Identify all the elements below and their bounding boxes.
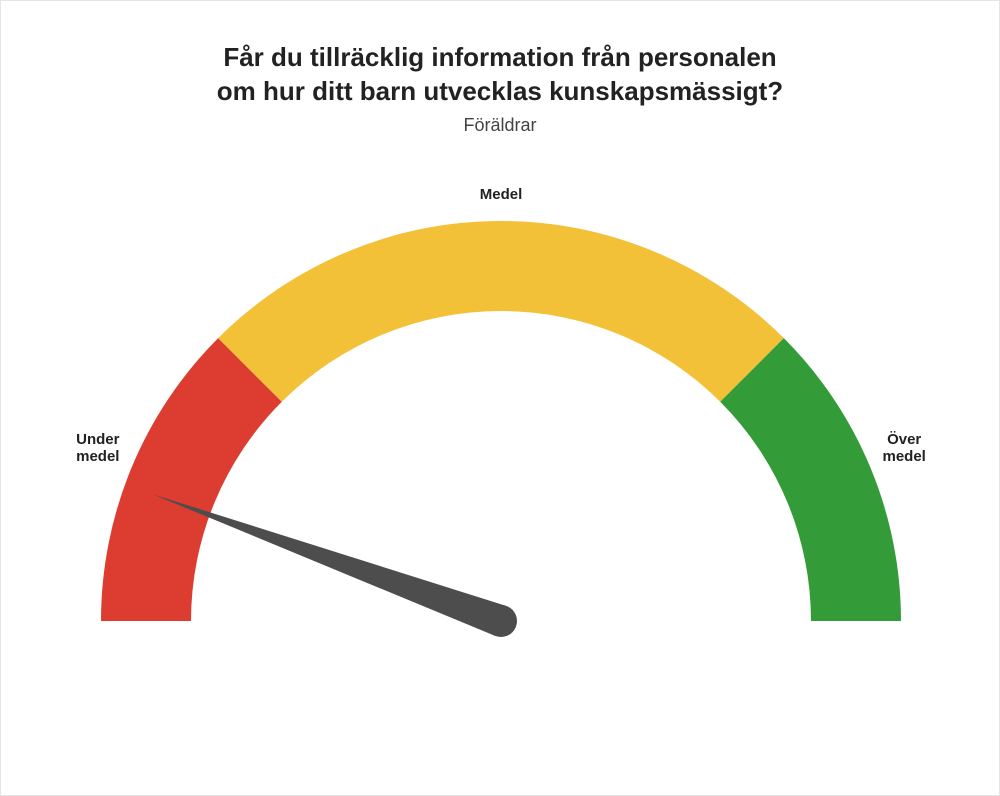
gauge-segment-high xyxy=(720,338,901,621)
title-block: Får du tillräcklig information från pers… xyxy=(1,41,999,136)
chart-subtitle: Föräldrar xyxy=(1,115,999,136)
gauge-segment-mid xyxy=(218,221,784,402)
gauge-label-high: Övermedel xyxy=(883,431,926,465)
title-line-2: om hur ditt barn utvecklas kunskapsmässi… xyxy=(217,76,783,106)
gauge-label-mid: Medel xyxy=(480,186,523,203)
chart-container: Får du tillräcklig information från pers… xyxy=(0,0,1000,796)
title-line-1: Får du tillräcklig information från pers… xyxy=(223,42,776,72)
gauge-needle-hub xyxy=(485,605,517,637)
gauge-segment-low xyxy=(101,338,282,621)
gauge-chart: Medel Undermedel Övermedel xyxy=(1,151,1000,771)
gauge-wrap: Medel Undermedel Övermedel xyxy=(1,151,999,776)
chart-title: Får du tillräcklig information från pers… xyxy=(1,41,999,109)
gauge-needle xyxy=(153,494,506,636)
gauge-label-low: Undermedel xyxy=(76,431,120,465)
